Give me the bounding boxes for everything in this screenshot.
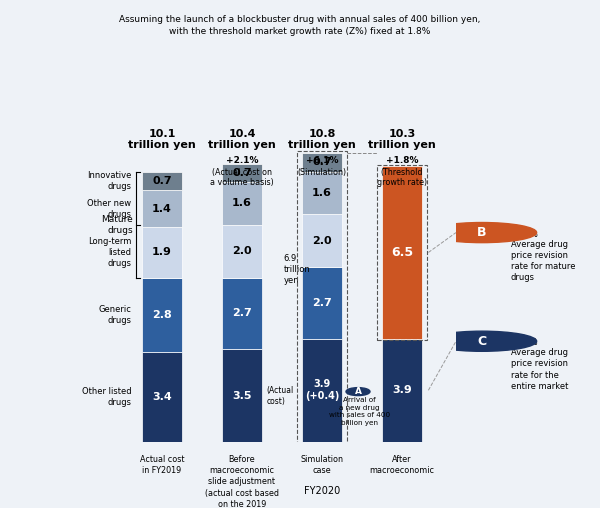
Text: Innovative
drugs: Innovative drugs xyxy=(87,171,131,191)
Text: Simulation
case: Simulation case xyxy=(301,455,343,475)
Text: 2.7: 2.7 xyxy=(232,308,252,319)
Bar xyxy=(142,172,182,190)
Text: C: C xyxy=(478,335,487,348)
Bar xyxy=(377,165,427,340)
Text: (Simulation): (Simulation) xyxy=(298,168,347,177)
Text: 1.9: 1.9 xyxy=(152,247,172,258)
Text: 3.9: 3.9 xyxy=(392,385,412,395)
Bar xyxy=(142,227,182,278)
Text: 1.6: 1.6 xyxy=(312,188,332,198)
Text: Assuming the launch of a blockbuster drug with annual sales of 400 billion yen,
: Assuming the launch of a blockbuster dru… xyxy=(119,15,481,36)
Text: Other listed
drugs: Other listed drugs xyxy=(82,387,131,407)
Text: 0.7: 0.7 xyxy=(152,176,172,186)
Text: 10.3
trillion yen: 10.3 trillion yen xyxy=(368,129,436,150)
Text: 2.0: 2.0 xyxy=(312,236,332,245)
Text: 10.1
trillion yen: 10.1 trillion yen xyxy=(128,129,196,150)
Circle shape xyxy=(346,388,370,396)
Text: 1.4: 1.4 xyxy=(152,204,172,214)
Bar xyxy=(142,278,182,352)
Bar xyxy=(302,153,342,172)
Bar xyxy=(222,164,262,182)
Bar xyxy=(222,278,262,349)
Text: A: A xyxy=(355,387,361,396)
Text: Actual cost
in FY2019: Actual cost in FY2019 xyxy=(140,455,184,475)
Text: +1.8%: +1.8% xyxy=(386,156,418,165)
Circle shape xyxy=(427,223,536,243)
Text: ▲4.0%
Average drug
price revision
rate for the
entire market: ▲4.0% Average drug price revision rate f… xyxy=(511,337,568,391)
Text: 10.4
trillion yen: 10.4 trillion yen xyxy=(208,129,276,150)
Text: 0.7: 0.7 xyxy=(312,157,332,167)
Bar xyxy=(222,349,262,442)
Text: (Actual
cost): (Actual cost) xyxy=(267,386,294,405)
Bar xyxy=(222,225,262,278)
Bar xyxy=(142,190,182,227)
Text: FY2020: FY2020 xyxy=(304,486,340,496)
Bar xyxy=(222,182,262,225)
Text: 3.4: 3.4 xyxy=(152,392,172,402)
Text: After
macroeconomic: After macroeconomic xyxy=(370,455,434,475)
Text: Mature
drugs: Mature drugs xyxy=(101,214,133,235)
Text: 1.6: 1.6 xyxy=(232,199,252,208)
Text: 2.7: 2.7 xyxy=(312,298,332,308)
Text: 3.5: 3.5 xyxy=(232,391,252,401)
Bar xyxy=(302,172,342,214)
Circle shape xyxy=(427,331,536,352)
Text: 3.9
(+0.4): 3.9 (+0.4) xyxy=(305,379,339,401)
Bar xyxy=(297,151,347,443)
Text: Before
macroeconomic
slide adjustment
(actual cost based
on the 2019
drug prices: Before macroeconomic slide adjustment (a… xyxy=(205,455,279,508)
Text: Arrival of
a new drug
with sales of 400
billion yen: Arrival of a new drug with sales of 400 … xyxy=(329,397,390,426)
Text: (Actual cost on
a volume basis): (Actual cost on a volume basis) xyxy=(210,168,274,187)
Text: +6.1%: +6.1% xyxy=(306,156,338,165)
Text: 2.0: 2.0 xyxy=(232,246,252,256)
Text: 2.8: 2.8 xyxy=(152,310,172,320)
Text: 0.7: 0.7 xyxy=(232,168,252,178)
Text: Generic
drugs: Generic drugs xyxy=(99,305,131,325)
Bar xyxy=(302,214,342,267)
Text: Long-term
listed
drugs: Long-term listed drugs xyxy=(88,237,131,268)
Bar xyxy=(302,339,342,442)
Text: (Threshold
growth rate): (Threshold growth rate) xyxy=(377,168,427,187)
Text: 6.9
trillion
yen: 6.9 trillion yen xyxy=(284,254,310,285)
Text: +2.1%: +2.1% xyxy=(226,156,258,165)
Text: 6.5: 6.5 xyxy=(391,246,413,259)
Text: 10.8
trillion yen: 10.8 trillion yen xyxy=(288,129,356,150)
Bar xyxy=(302,267,342,339)
Bar xyxy=(142,352,182,442)
Text: Other new
drugs: Other new drugs xyxy=(88,199,131,219)
Text: B: B xyxy=(477,226,487,239)
Bar xyxy=(382,339,422,442)
Bar xyxy=(382,166,422,339)
Text: ▲6.3%
Average drug
price revision
rate for mature
drugs: ▲6.3% Average drug price revision rate f… xyxy=(511,229,575,282)
